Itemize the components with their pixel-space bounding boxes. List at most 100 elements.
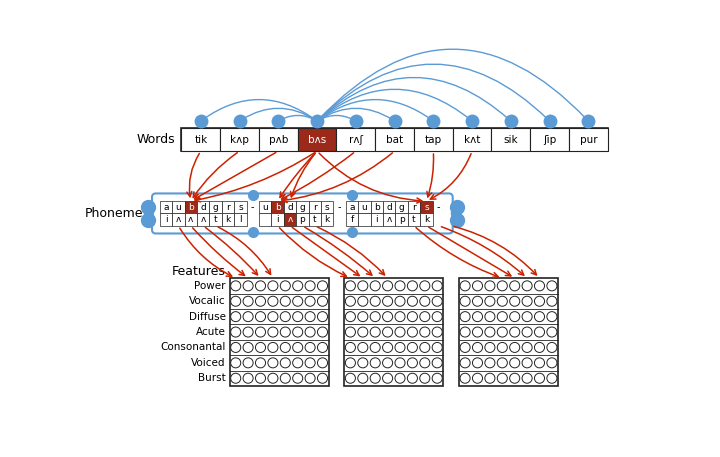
Circle shape — [534, 342, 544, 352]
Bar — [453, 128, 492, 151]
Text: r: r — [226, 203, 230, 212]
Circle shape — [432, 327, 442, 337]
Text: l: l — [239, 215, 242, 224]
Circle shape — [370, 327, 380, 337]
Circle shape — [472, 281, 482, 291]
Circle shape — [547, 312, 557, 322]
Circle shape — [256, 281, 266, 291]
Text: bat: bat — [386, 134, 403, 144]
Circle shape — [346, 312, 356, 322]
Circle shape — [305, 358, 315, 368]
Text: s: s — [325, 203, 330, 212]
Circle shape — [280, 327, 290, 337]
Circle shape — [408, 327, 418, 337]
Text: u: u — [176, 203, 181, 212]
Text: Words: Words — [137, 133, 175, 146]
Circle shape — [522, 296, 532, 306]
Circle shape — [498, 358, 508, 368]
Circle shape — [292, 296, 302, 306]
Circle shape — [485, 358, 495, 368]
Bar — [383, 201, 395, 213]
Circle shape — [230, 358, 240, 368]
Circle shape — [395, 296, 405, 306]
Circle shape — [485, 281, 495, 291]
Circle shape — [346, 281, 356, 291]
Bar — [336, 128, 375, 151]
Text: b: b — [374, 203, 379, 212]
Text: b: b — [188, 203, 194, 212]
Circle shape — [510, 281, 520, 291]
Text: ʌ: ʌ — [188, 215, 194, 224]
Circle shape — [230, 327, 240, 337]
Bar — [383, 213, 395, 226]
Circle shape — [358, 296, 368, 306]
Circle shape — [460, 312, 470, 322]
Circle shape — [268, 296, 278, 306]
Bar — [222, 213, 234, 226]
Circle shape — [395, 373, 405, 383]
Circle shape — [358, 373, 368, 383]
Circle shape — [268, 342, 278, 352]
Circle shape — [346, 342, 356, 352]
Text: Vocalic: Vocalic — [189, 296, 225, 306]
Circle shape — [318, 296, 328, 306]
Bar — [420, 201, 433, 213]
Circle shape — [395, 312, 405, 322]
Text: -: - — [251, 202, 254, 213]
Text: r: r — [313, 203, 317, 212]
Circle shape — [243, 296, 253, 306]
Bar — [492, 128, 530, 151]
Circle shape — [485, 327, 495, 337]
Circle shape — [498, 373, 508, 383]
Circle shape — [280, 312, 290, 322]
Bar — [358, 201, 371, 213]
Text: k: k — [325, 215, 330, 224]
Bar — [569, 128, 608, 151]
Circle shape — [432, 358, 442, 368]
Circle shape — [510, 296, 520, 306]
Text: Power: Power — [194, 281, 225, 291]
Bar — [296, 213, 309, 226]
Text: b: b — [274, 203, 280, 212]
Text: p: p — [300, 215, 305, 224]
Circle shape — [256, 296, 266, 306]
Bar — [230, 278, 329, 386]
Circle shape — [256, 327, 266, 337]
Circle shape — [534, 327, 544, 337]
Bar — [371, 213, 383, 226]
Bar — [346, 213, 358, 226]
Circle shape — [230, 373, 240, 383]
Circle shape — [382, 296, 392, 306]
Bar — [160, 201, 172, 213]
Circle shape — [522, 312, 532, 322]
Circle shape — [305, 327, 315, 337]
Circle shape — [280, 342, 290, 352]
Text: k: k — [225, 215, 230, 224]
Bar — [184, 201, 197, 213]
Text: i: i — [375, 215, 378, 224]
Circle shape — [268, 327, 278, 337]
Bar — [210, 201, 222, 213]
Circle shape — [432, 342, 442, 352]
Bar — [259, 213, 271, 226]
Text: a: a — [349, 203, 355, 212]
Text: Consonantal: Consonantal — [161, 342, 225, 352]
Circle shape — [547, 342, 557, 352]
Text: t: t — [412, 215, 415, 224]
Bar — [297, 128, 336, 151]
Circle shape — [472, 312, 482, 322]
Bar — [271, 213, 284, 226]
Text: -: - — [338, 202, 341, 213]
Text: k: k — [424, 215, 429, 224]
Circle shape — [432, 312, 442, 322]
Circle shape — [243, 342, 253, 352]
Circle shape — [370, 296, 380, 306]
Circle shape — [460, 342, 470, 352]
Circle shape — [256, 358, 266, 368]
Circle shape — [305, 312, 315, 322]
Bar — [408, 213, 420, 226]
Circle shape — [230, 312, 240, 322]
Text: t: t — [214, 215, 217, 224]
Circle shape — [382, 312, 392, 322]
Text: r: r — [412, 203, 416, 212]
